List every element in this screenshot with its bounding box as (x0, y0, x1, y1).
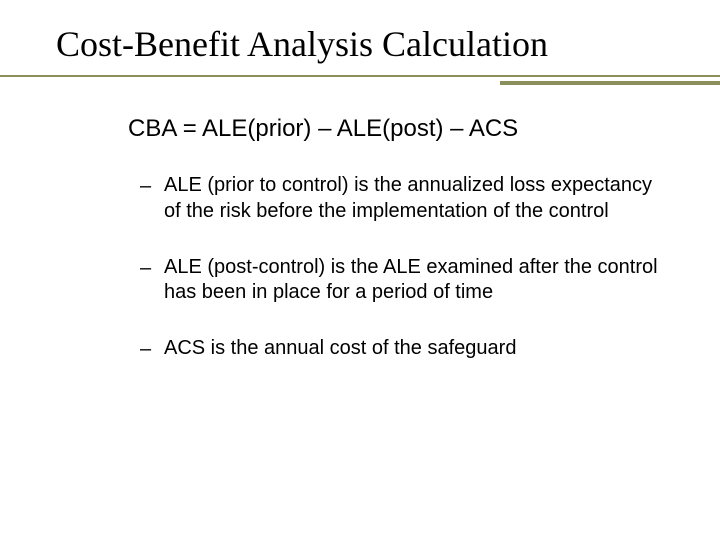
bullet-dash-icon: – (140, 336, 164, 363)
list-item: – ACS is the annual cost of the safeguar… (140, 336, 664, 363)
bullet-text: ALE (prior to control) is the annualized… (164, 173, 664, 224)
bullet-dash-icon: – (140, 255, 164, 282)
list-item: – ALE (prior to control) is the annualiz… (140, 173, 664, 224)
title-rule (56, 75, 664, 89)
list-item: – ALE (post-control) is the ALE examined… (140, 255, 664, 306)
title-rule-top (0, 75, 720, 77)
bullet-text: ACS is the annual cost of the safeguard (164, 336, 664, 362)
title-rule-bottom (500, 81, 720, 85)
bullet-dash-icon: – (140, 173, 164, 200)
bullet-text: ALE (post-control) is the ALE examined a… (164, 255, 664, 306)
bullet-list: – ALE (prior to control) is the annualiz… (140, 173, 664, 362)
formula-line: CBA = ALE(prior) – ALE(post) – ACS (128, 115, 664, 143)
slide: Cost-Benefit Analysis Calculation CBA = … (0, 0, 720, 540)
slide-title: Cost-Benefit Analysis Calculation (56, 24, 664, 65)
